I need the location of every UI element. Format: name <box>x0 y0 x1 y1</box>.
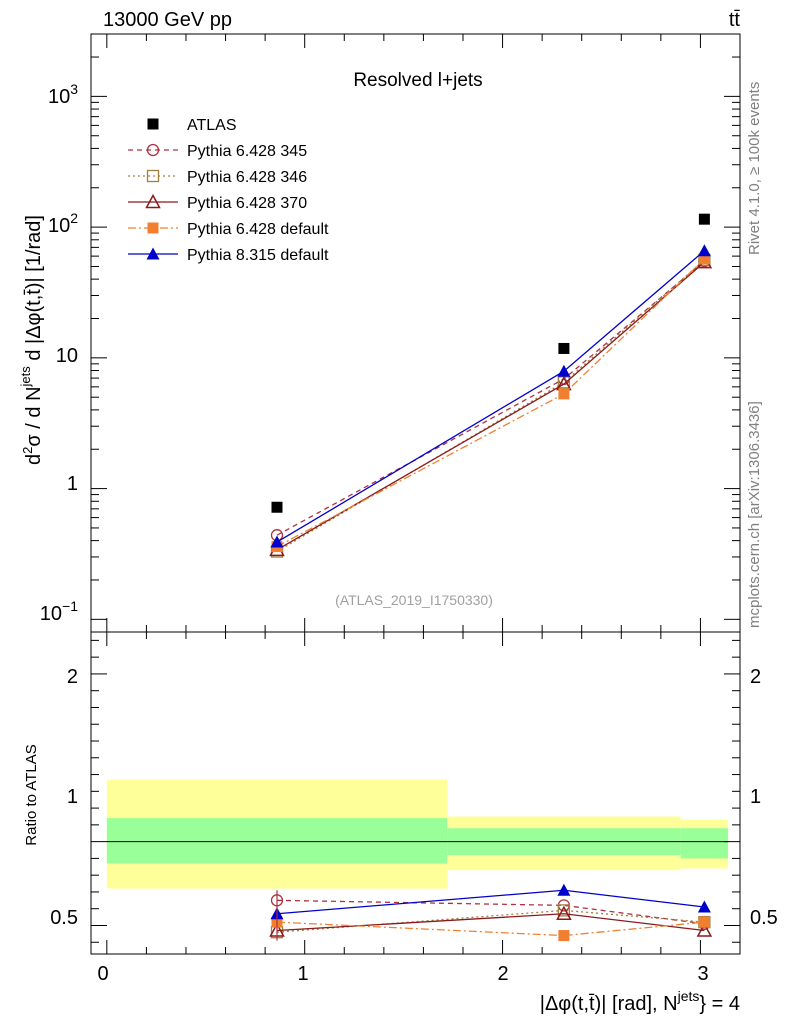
legend-marker-pythia-6-428-default <box>147 222 159 234</box>
ratio-plot-frame <box>90 631 741 955</box>
analysis-reference: (ATLAS_2019_I1750330) <box>335 592 493 608</box>
y-tick-label-1000: 103 <box>48 81 78 108</box>
ratio-point-pythia-6-428-346 <box>557 904 571 917</box>
ratio-point-pythia-6-428-370 <box>556 905 572 920</box>
legend-marker-atlas <box>147 118 159 130</box>
x-tick-label-0: 0 <box>97 963 108 985</box>
ratio-line-pythia-6-428-default <box>276 921 705 937</box>
atlas-data-point <box>558 342 570 354</box>
y-tick-label-0.1: 10−1 <box>40 598 78 625</box>
series-point-pythia-6-428-default <box>558 388 570 400</box>
ratio-point-pythia-8-315-default <box>557 883 571 896</box>
main-axis-ticks <box>91 33 740 632</box>
atlas-data-point <box>698 213 710 225</box>
ratio-point-pythia-6-428-370 <box>696 922 713 937</box>
main-y-axis-label: d2σ / d Njets d |Δφ(t,t̄)| [1/rad] <box>18 215 45 465</box>
y-tick-label-1: 1 <box>67 473 78 495</box>
legend-label-atlas: ATLAS <box>187 117 237 134</box>
y-tick-label-100: 102 <box>48 210 78 237</box>
ratio-axis-ticks <box>91 632 740 954</box>
series-point-pythia-8-315-default <box>557 364 571 377</box>
series-line-pythia-6-428-346 <box>276 259 705 553</box>
ratio-point-pythia-8-315-default <box>697 900 711 913</box>
x-axis-label: |Δφ(t,t̄)| [rad], Njets} = 4 <box>540 988 740 1015</box>
legend-marker-pythia-6-428-370 <box>145 193 161 209</box>
x-tick-label-3: 3 <box>697 963 708 985</box>
stat-uncertainty-band <box>680 828 729 859</box>
legend-marker-pythia-8-315-default <box>146 247 160 260</box>
legend-marker-pythia-6-428-345 <box>146 143 160 157</box>
series-point-pythia-6-428-default <box>698 253 710 265</box>
ratio-tick-right-2: 2 <box>750 666 761 688</box>
legend-label-pythia-6-428-345: Pythia 6.428 345 <box>187 143 307 160</box>
mcplots-label: mcplots.cern.ch [arXiv:1306.3436] <box>746 401 763 628</box>
ratio-tick-left-1: 1 <box>67 786 78 808</box>
legend: ATLAS Pythia 6.428 345 Pythia 6.428 346 Pyt… <box>128 117 329 264</box>
legend-label-pythia-6-428-370: Pythia 6.428 370 <box>187 195 307 212</box>
ratio-tick-left-0.5: 0.5 <box>50 907 78 929</box>
series-line-pythia-6-428-370 <box>276 261 705 551</box>
atlas-data-point <box>271 501 283 513</box>
x-tick-label-2: 2 <box>497 963 508 985</box>
series-line-pythia-8-315-default <box>276 250 705 543</box>
plot-title: Resolved l+jets <box>353 70 482 91</box>
ratio-tick-right-0.5: 0.5 <box>750 907 778 929</box>
ratio-tick-right-1: 1 <box>750 786 761 808</box>
main-y-tick-labels: 10−1 1 10 102 103 <box>40 81 78 625</box>
ratio-line-pythia-6-428-370 <box>276 913 705 932</box>
ratio-line-pythia-6-428-345 <box>276 899 705 925</box>
legend-label-pythia-6-428-default: Pythia 6.428 default <box>187 221 329 238</box>
ratio-point-pythia-6-428-default <box>558 930 570 942</box>
legend-label-pythia-6-428-346: Pythia 6.428 346 <box>187 169 307 186</box>
ratio-line-pythia-6-428-346 <box>276 909 705 933</box>
series-line-pythia-6-428-345 <box>276 260 705 536</box>
main-series-group <box>269 213 713 558</box>
series-point-pythia-8-315-default <box>697 244 711 257</box>
legend-marker-pythia-6-428-346 <box>146 169 160 183</box>
ratio-y-axis-label: Ratio to ATLAS <box>23 744 40 845</box>
y-tick-label-10: 10 <box>56 345 78 367</box>
ratio-uncertainty-bands <box>106 779 729 889</box>
rivet-version-label: Rivet 4.1.0, ≥ 100k events <box>746 82 763 255</box>
header-process-label: tt̄ <box>729 9 741 31</box>
ratio-point-pythia-6-428-default <box>698 916 710 928</box>
legend-label-pythia-8-315-default: Pythia 8.315 default <box>187 247 329 264</box>
header-energy-label: 13000 GeV pp <box>103 9 232 31</box>
ratio-series-group <box>269 883 713 942</box>
ratio-tick-left-2: 2 <box>67 666 78 688</box>
x-tick-label-1: 1 <box>297 963 308 985</box>
stat-uncertainty-band <box>106 818 448 864</box>
series-point-pythia-8-315-default <box>270 535 284 548</box>
